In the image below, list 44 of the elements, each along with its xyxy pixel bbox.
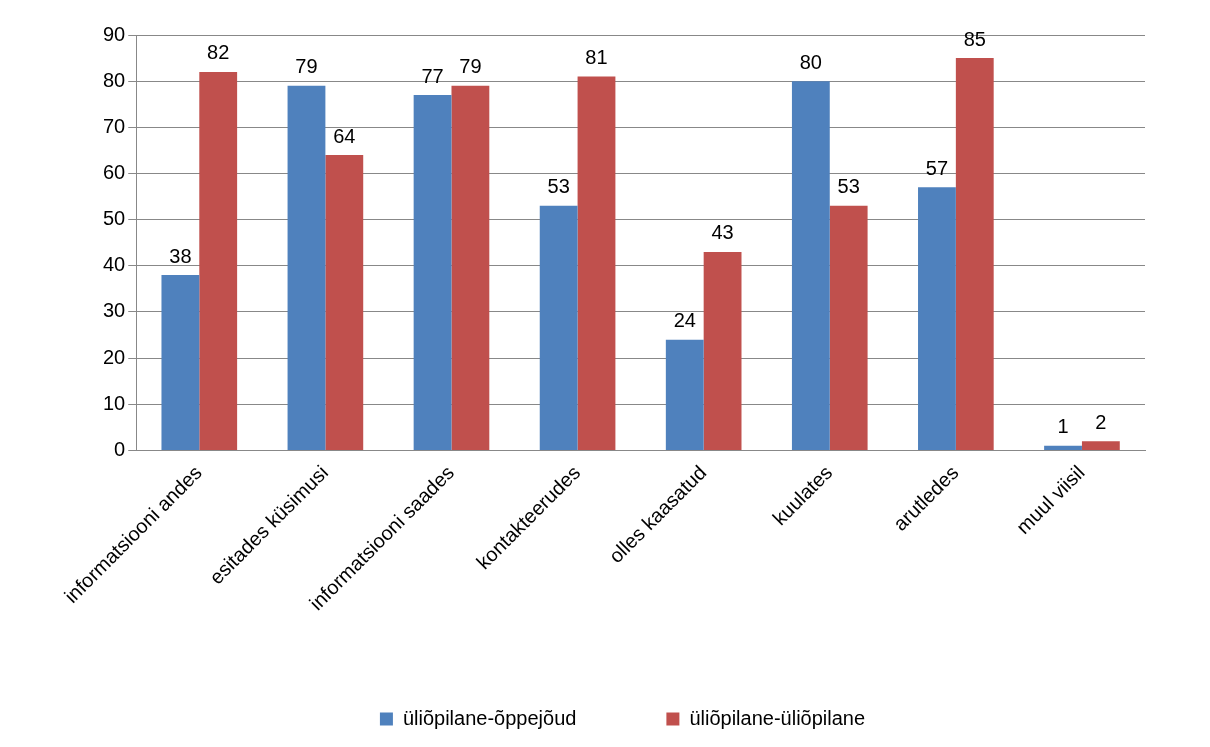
bar [1044, 445, 1082, 450]
y-tick-label: 50 [103, 207, 126, 230]
bar [287, 85, 326, 450]
bar [918, 187, 956, 450]
bar [161, 275, 200, 450]
y-tick-label: 90 [103, 22, 126, 45]
y-tick-label: 20 [103, 345, 126, 368]
data-label: 79 [295, 55, 318, 78]
y-tick-label: 70 [103, 114, 126, 137]
bar [325, 155, 364, 450]
data-label: 82 [207, 41, 230, 64]
bar [791, 81, 830, 450]
legend-label: üliõpilane-õppejõud [402, 706, 577, 729]
y-tick-label: 80 [103, 68, 126, 91]
y-tick-label: 40 [103, 253, 126, 276]
y-tick-label: 30 [103, 299, 126, 322]
bar [665, 339, 704, 450]
data-label: 77 [421, 64, 444, 87]
data-label: 79 [459, 55, 482, 78]
data-label: 85 [963, 27, 986, 50]
data-label: 64 [333, 124, 356, 147]
data-label: 2 [1095, 410, 1107, 433]
bar [451, 85, 490, 450]
data-label: 24 [673, 309, 696, 332]
data-label: 53 [547, 175, 570, 198]
y-tick-label: 0 [114, 437, 126, 460]
bar [1081, 441, 1120, 450]
bar [199, 71, 238, 450]
y-tick-label: 60 [103, 161, 126, 183]
data-label: 80 [799, 50, 822, 73]
bar [829, 205, 868, 450]
legend-label: üliõpilane-üliõpilane [689, 706, 866, 729]
bar [413, 95, 452, 450]
data-label: 38 [169, 244, 192, 267]
bar [539, 205, 578, 450]
data-label: 1 [1057, 415, 1069, 438]
data-label: 81 [585, 46, 608, 69]
y-tick-label: 10 [103, 391, 126, 414]
data-label: 57 [925, 156, 949, 179]
data-label: 53 [837, 175, 860, 198]
bar [577, 76, 616, 450]
bar [703, 251, 742, 450]
data-label: 43 [711, 221, 734, 244]
bar [955, 58, 994, 450]
